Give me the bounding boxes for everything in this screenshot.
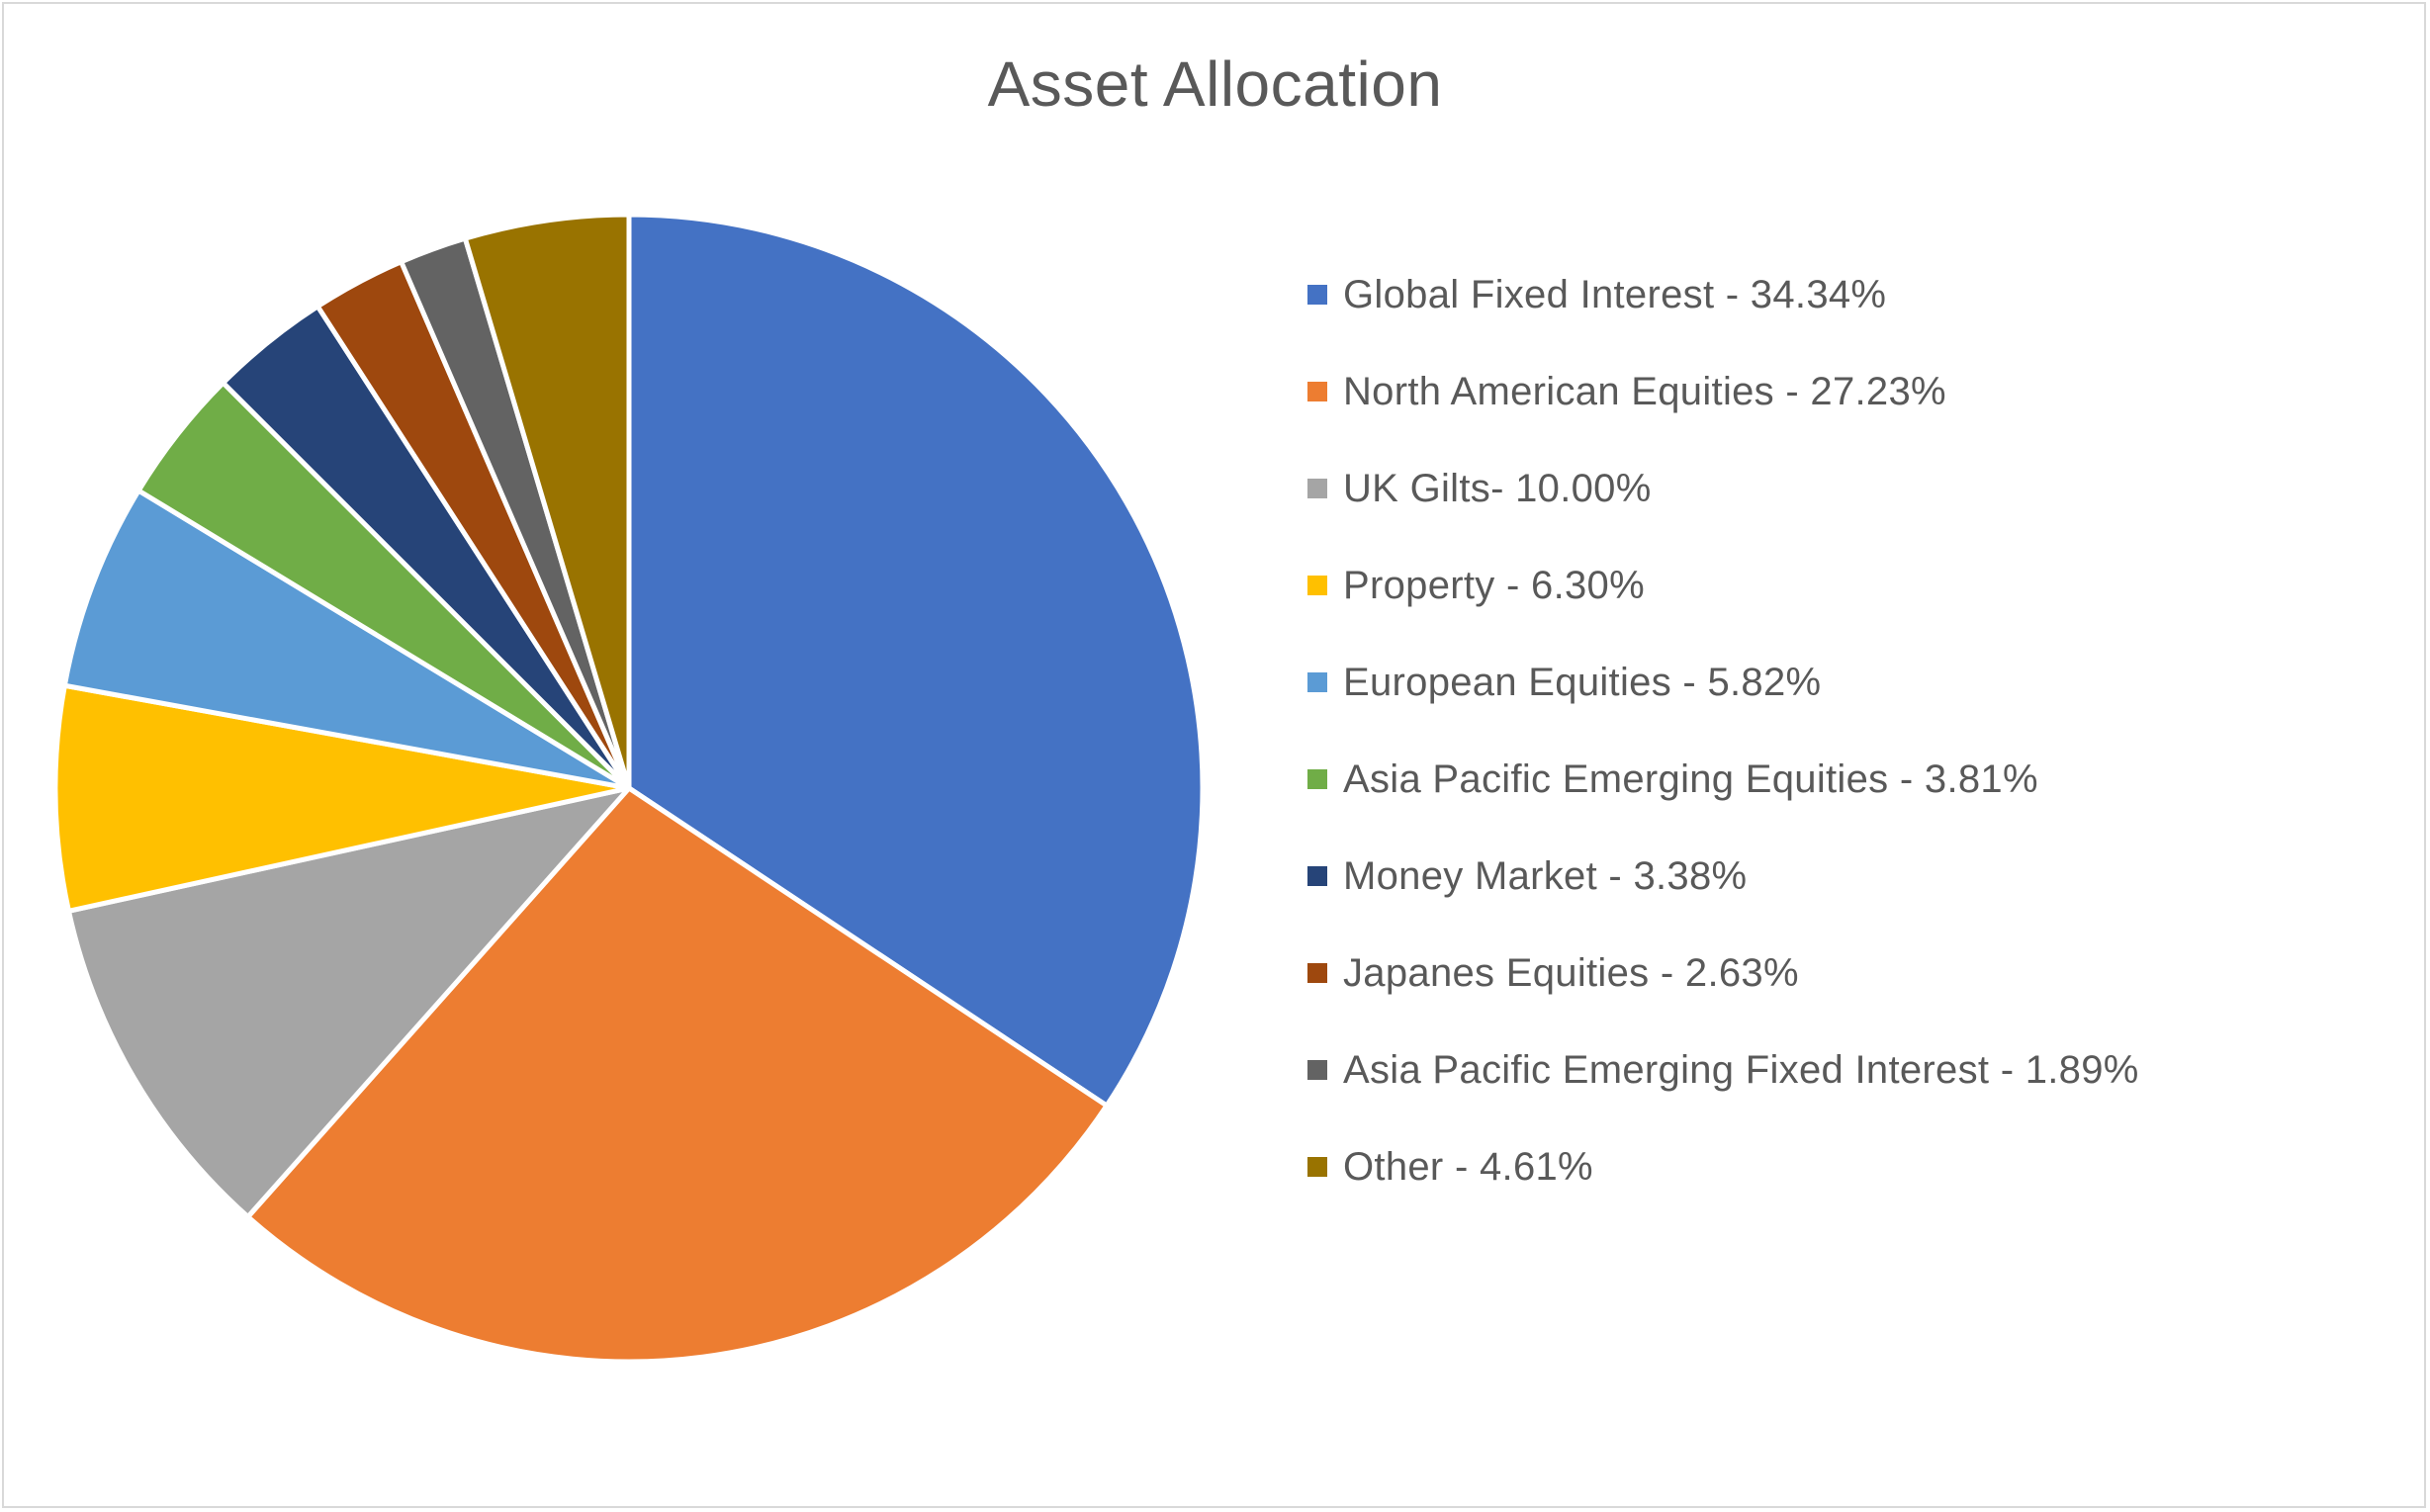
legend-label: Other - 4.61% <box>1343 1144 1593 1189</box>
legend-swatch <box>1307 1157 1327 1177</box>
legend-label: European Equities - 5.82% <box>1343 660 1822 704</box>
chart-title: Asset Allocation <box>987 48 1443 120</box>
legend-item: European Equities - 5.82% <box>1307 653 1821 712</box>
pie-slice <box>65 785 632 1220</box>
legend-label: Japanes Equities - 2.63% <box>1343 950 1799 995</box>
legend-label: Asia Pacific Emerging Equities - 3.81% <box>1343 756 2038 801</box>
pie-slice <box>462 212 632 791</box>
legend-label: Property - 6.30% <box>1343 563 1645 607</box>
legend-item: Asia Pacific Emerging Equities - 3.81% <box>1307 750 2038 809</box>
pie-slice <box>61 488 632 791</box>
legend-label: Asia Pacific Emerging Fixed Interest - 1… <box>1343 1047 2139 1092</box>
legend-swatch <box>1307 382 1327 401</box>
legend-swatch <box>1307 1060 1327 1080</box>
legend-item: Other - 4.61% <box>1307 1137 1593 1197</box>
legend-label: North American Equities - 27.23% <box>1343 369 1946 413</box>
legend-swatch <box>1307 866 1327 886</box>
legend-label: Global Fixed Interest - 34.34% <box>1343 272 1887 316</box>
legend-item: Property - 6.30% <box>1307 556 1645 615</box>
legend-item: North American Equities - 27.23% <box>1307 362 1946 421</box>
pie-slice <box>52 682 632 914</box>
pie-slice <box>245 785 1110 1365</box>
legend-label: Money Market - 3.38% <box>1343 853 1748 898</box>
legend-item: Money Market - 3.38% <box>1307 846 1747 906</box>
legend-swatch <box>1307 769 1327 789</box>
legend-label: UK Gilts- 10.00% <box>1343 466 1652 510</box>
legend-item: UK Gilts- 10.00% <box>1307 459 1652 518</box>
legend-swatch <box>1307 672 1327 692</box>
legend-swatch <box>1307 576 1327 595</box>
legend-swatch <box>1307 963 1327 983</box>
legend-swatch <box>1307 479 1327 498</box>
legend-item: Global Fixed Interest - 34.34% <box>1307 265 1886 324</box>
legend-swatch <box>1307 285 1327 305</box>
legend-item: Japanes Equities - 2.63% <box>1307 943 1799 1003</box>
legend-item: Asia Pacific Emerging Fixed Interest - 1… <box>1307 1040 2139 1100</box>
